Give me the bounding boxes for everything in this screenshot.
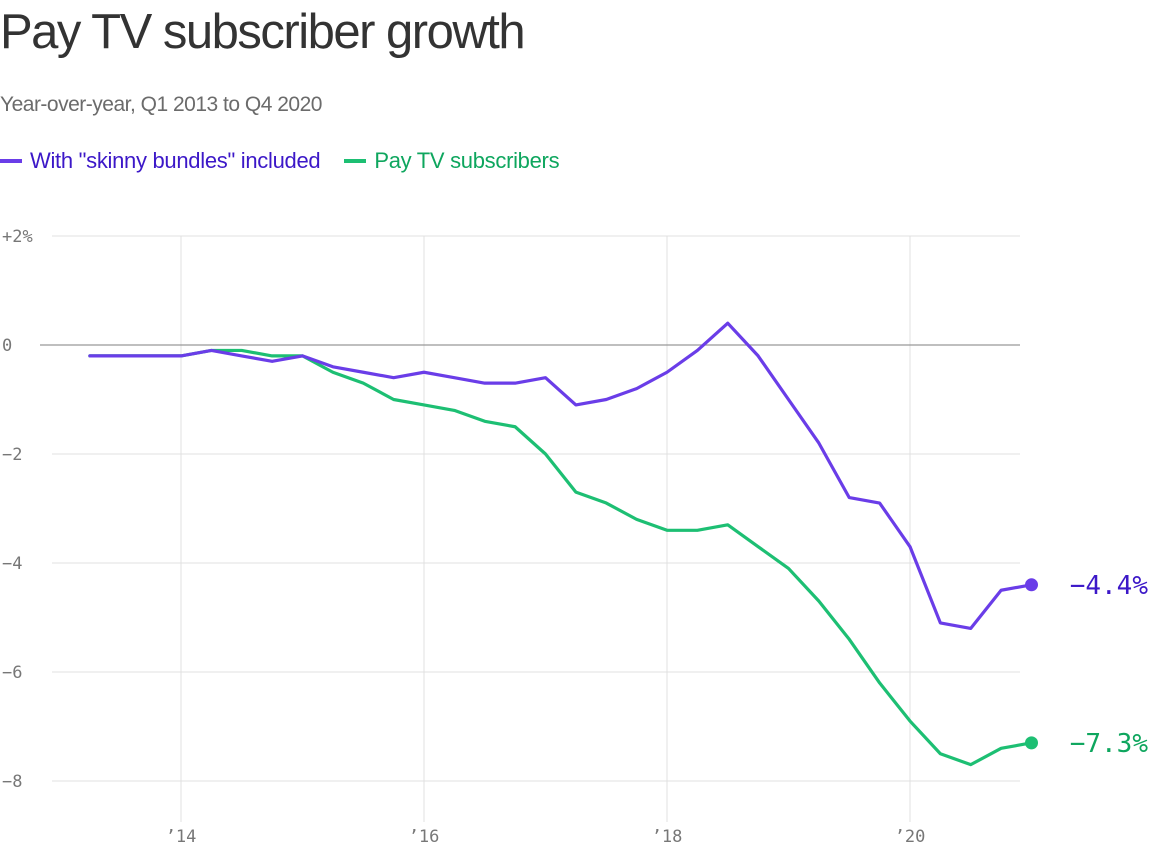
x-tick-label: ’16 [409, 827, 440, 847]
x-gridlines [180, 236, 911, 822]
chart-subtitle: Year-over-year, Q1 2013 to Q4 2020 [0, 93, 322, 116]
series-line-paytv [88, 348, 1034, 767]
x-tick-label: ’14 [166, 827, 197, 847]
series-line-bundles [88, 321, 1034, 631]
y-tick-label: −2 [2, 445, 22, 465]
x-tick-label: ’18 [652, 827, 683, 847]
series-end-label-bundles: −4.4% [1070, 571, 1149, 601]
y-tick-label: 0 [2, 336, 12, 356]
x-tick-label: ’20 [895, 827, 926, 847]
y-tick-label: −4 [2, 554, 22, 574]
legend-swatch-pay-tv [344, 159, 367, 163]
x-axis-tick-labels: ’14 ’16 ’18 ’20 [166, 827, 926, 847]
legend-item-pay-tv: Pay TV subscribers [344, 148, 560, 174]
series-end-point-bundles [1025, 578, 1038, 592]
legend: With "skinny bundles" included Pay TV su… [0, 146, 583, 176]
legend-label-skinny-bundles: With "skinny bundles" included [30, 148, 321, 173]
legend-swatch-skinny-bundles [0, 159, 22, 163]
y-tick-label: −8 [2, 772, 22, 792]
chart-title: Pay TV subscriber growth [0, 5, 526, 59]
legend-item-skinny-bundles: With "skinny bundles" included [0, 148, 321, 174]
series-end-markers: −7.3% −4.4% [1025, 571, 1148, 759]
series-end-point-paytv [1025, 736, 1038, 750]
y-gridlines [52, 235, 1020, 782]
y-axis-tick-labels: +2% 0 −2 −4 −6 −8 [2, 227, 33, 792]
series-lines [88, 321, 1034, 767]
series-end-label-paytv: −7.3% [1070, 729, 1149, 759]
y-tick-label: −6 [2, 663, 22, 683]
legend-label-pay-tv: Pay TV subscribers [374, 148, 560, 173]
y-tick-label: +2% [2, 227, 33, 247]
